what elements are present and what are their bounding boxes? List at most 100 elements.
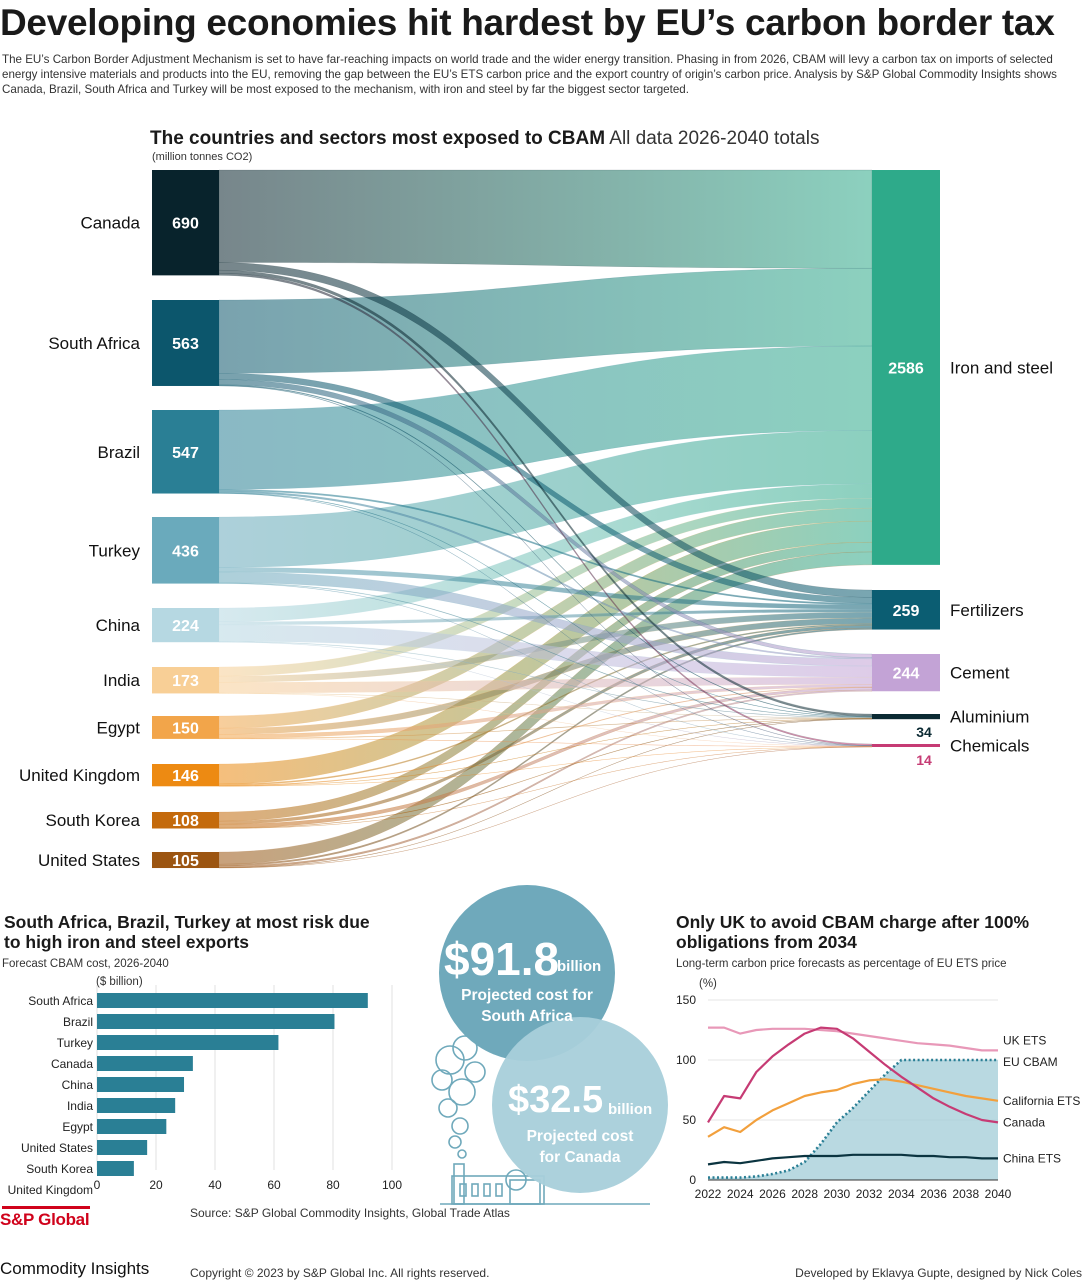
logo-rule bbox=[2, 1206, 90, 1209]
line-x-tick-2030: 2030 bbox=[824, 1187, 851, 1200]
sankey-source-label-united-kingdom: United Kingdom bbox=[19, 766, 140, 785]
bar-label-united-kingdom: United Kingdom bbox=[8, 1183, 93, 1197]
credit-note: Developed by Eklavya Gupte, designed by … bbox=[795, 1266, 1082, 1280]
eu-cbam-area bbox=[708, 1060, 998, 1180]
line-series-california-ets bbox=[707, 1078, 999, 1138]
line-y-tick-100: 100 bbox=[676, 1053, 696, 1067]
bar-label-south-africa: South Africa bbox=[28, 994, 93, 1008]
bar-label-china: China bbox=[62, 1078, 94, 1092]
bar-canada bbox=[97, 1056, 193, 1071]
sankey-source-node-brazil bbox=[152, 410, 219, 494]
sankey-source-value-egypt: 150 bbox=[172, 720, 199, 737]
south-africa-cost-bubble bbox=[439, 885, 615, 1061]
source-note: Source: S&P Global Commodity Insights, G… bbox=[190, 1206, 510, 1220]
line-x-tick-2026: 2026 bbox=[759, 1187, 786, 1200]
canada-cost-suffix: billion bbox=[608, 1101, 652, 1118]
sankey-source-node-india bbox=[152, 667, 219, 694]
line-x-tick-2028: 2028 bbox=[791, 1187, 818, 1200]
sankey-target-value-cement: 244 bbox=[893, 666, 920, 683]
factory-icon bbox=[431, 1035, 650, 1205]
canada-cost-label-2: for Canada bbox=[540, 1149, 621, 1166]
line-y-tick-50: 50 bbox=[683, 1113, 697, 1127]
sankey-source-node-south-africa bbox=[152, 300, 219, 386]
sankey-source-label-egypt: Egypt bbox=[97, 718, 141, 737]
sankey-source-node-china bbox=[152, 608, 219, 643]
line-series-uk-ets bbox=[708, 1026, 998, 1052]
bar-label-turkey: Turkey bbox=[57, 1036, 93, 1050]
bar-label-india: India bbox=[67, 1099, 93, 1113]
bar-x-tick-0: 0 bbox=[94, 1178, 101, 1192]
line-series-canada bbox=[707, 1026, 999, 1124]
south-africa-cost-value: $91.8 bbox=[444, 933, 559, 985]
line-series-label-china-ets: China ETS bbox=[1003, 1151, 1061, 1165]
bar-chart: 0 20 40 60 80 100 South Africa Brazil Turkey Cana… bbox=[8, 985, 402, 1197]
south-africa-cost-suffix: billion bbox=[557, 958, 601, 975]
sankey-target-value-iron-and-steel: 2586 bbox=[888, 360, 924, 377]
sankey-source-label-turkey: Turkey bbox=[89, 541, 141, 560]
logo-subtitle: Commodity Insights bbox=[0, 1259, 150, 1278]
sankey-target-node-cement bbox=[872, 654, 940, 692]
bar-chart-title: South Africa, Brazil, Turkey at most ris… bbox=[4, 912, 370, 952]
line-series-label-california-ets: California ETS bbox=[1003, 1094, 1080, 1108]
bar-x-tick-60: 60 bbox=[267, 1178, 281, 1192]
sankey-target-value-aluminium: 34 bbox=[916, 724, 932, 740]
sankey-title-bold: The countries and sectors most exposed t… bbox=[150, 128, 606, 149]
sankey-source-value-turkey: 436 bbox=[172, 543, 199, 560]
sankey-source-label-south-korea: South Korea bbox=[45, 811, 140, 830]
sankey-target-node-aluminium bbox=[872, 714, 940, 720]
sankey-unit: (million tonnes CO2) bbox=[152, 151, 253, 163]
sankey-flow-united-states-to-cement bbox=[218, 689, 873, 868]
bar-india bbox=[97, 1098, 176, 1113]
sankey-title-note: All data 2026-2040 totals bbox=[609, 128, 820, 149]
sankey-source-value-united-states: 105 bbox=[172, 853, 199, 870]
bar-label-south-korea: South Korea bbox=[26, 1162, 93, 1176]
sankey-source-node-united-kingdom bbox=[152, 764, 219, 787]
line-y-tick-150: 150 bbox=[676, 993, 696, 1007]
sankey-source-label-south-africa: South Africa bbox=[48, 334, 140, 353]
sankey-title: The countries and sectors most exposed t… bbox=[150, 128, 819, 150]
south-africa-cost-label-1: Projected cost for bbox=[461, 987, 593, 1004]
sankey-target-label-aluminium: Aluminium bbox=[950, 708, 1029, 727]
canada-cost-value: $32.5 bbox=[508, 1079, 603, 1121]
sankey-target-label-chemicals: Chemicals bbox=[950, 737, 1029, 756]
sankey-source-node-canada bbox=[152, 170, 219, 276]
sankey-flow-united-states-to-aluminium bbox=[218, 718, 873, 869]
bar-brazil bbox=[97, 1014, 335, 1029]
sankey-source-label-china: China bbox=[96, 616, 141, 635]
sankey-target-label-iron-and-steel: Iron and steel bbox=[950, 358, 1053, 377]
bar-chart-unit: ($ billion) bbox=[96, 976, 143, 988]
bar-label-brazil: Brazil bbox=[63, 1015, 93, 1029]
line-y-tick-0: 0 bbox=[689, 1173, 696, 1187]
sankey-source-label-india: India bbox=[103, 671, 140, 690]
sankey-source-value-china: 224 bbox=[172, 618, 199, 635]
sankey-source-value-canada: 690 bbox=[172, 216, 199, 233]
line-x-tick-2022: 2022 bbox=[695, 1187, 722, 1200]
bar-x-tick-100: 100 bbox=[382, 1178, 402, 1192]
bar-united-states bbox=[97, 1140, 148, 1155]
bar-turkey bbox=[97, 1035, 279, 1050]
sankey-flow-canada-to-iron-and-steel bbox=[218, 169, 873, 269]
line-chart-title: Only UK to avoid CBAM charge after 100% … bbox=[676, 912, 1029, 952]
sankey-source-value-south-africa: 563 bbox=[172, 336, 199, 353]
bar-x-tick-20: 20 bbox=[149, 1178, 163, 1192]
bar-x-tick-40: 40 bbox=[208, 1178, 222, 1192]
bar-x-tick-80: 80 bbox=[326, 1178, 340, 1192]
copyright-note: Copyright © 2023 by S&P Global Inc. All … bbox=[190, 1266, 490, 1280]
sankey-target-node-fertilizers bbox=[872, 590, 940, 630]
sankey-target-node-chemicals bbox=[872, 744, 940, 747]
sankey-source-label-united-states: United States bbox=[38, 851, 140, 870]
line-chart: 0 50 100 150 2022 2024 2026 2028 2030 2032 2034 203… bbox=[676, 993, 1080, 1200]
line-series-eu-cbam bbox=[708, 1058, 998, 1179]
sankey-source-label-canada: Canada bbox=[80, 214, 140, 233]
sankey-target-label-fertilizers: Fertilizers bbox=[950, 601, 1024, 620]
page-title: Developing economies hit hardest by EU’s… bbox=[0, 2, 1055, 43]
south-africa-cost-label-2: South Africa bbox=[481, 1008, 573, 1025]
line-chart-subtitle: Long-term carbon price forecasts as perc… bbox=[676, 958, 1007, 970]
line-x-tick-2038: 2038 bbox=[952, 1187, 979, 1200]
bar-label-canada: Canada bbox=[51, 1057, 93, 1071]
line-series-label-canada: Canada bbox=[1003, 1115, 1045, 1129]
sankey-source-value-south-korea: 108 bbox=[172, 813, 199, 830]
canada-cost-bubble bbox=[492, 1017, 668, 1193]
line-series-label-uk-ets: UK ETS bbox=[1003, 1033, 1046, 1047]
line-series-china-ets bbox=[707, 1153, 998, 1166]
